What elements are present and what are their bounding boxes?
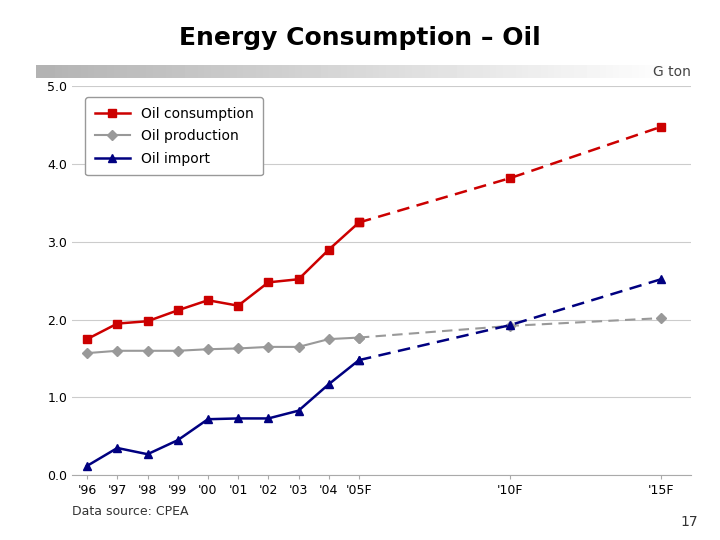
Text: G ton: G ton <box>653 65 691 79</box>
Legend: Oil consumption, Oil production, Oil import: Oil consumption, Oil production, Oil imp… <box>85 97 264 176</box>
Text: Data source: CPEA: Data source: CPEA <box>72 505 189 518</box>
Text: Energy Consumption – Oil: Energy Consumption – Oil <box>179 26 541 50</box>
Text: 17: 17 <box>681 515 698 529</box>
